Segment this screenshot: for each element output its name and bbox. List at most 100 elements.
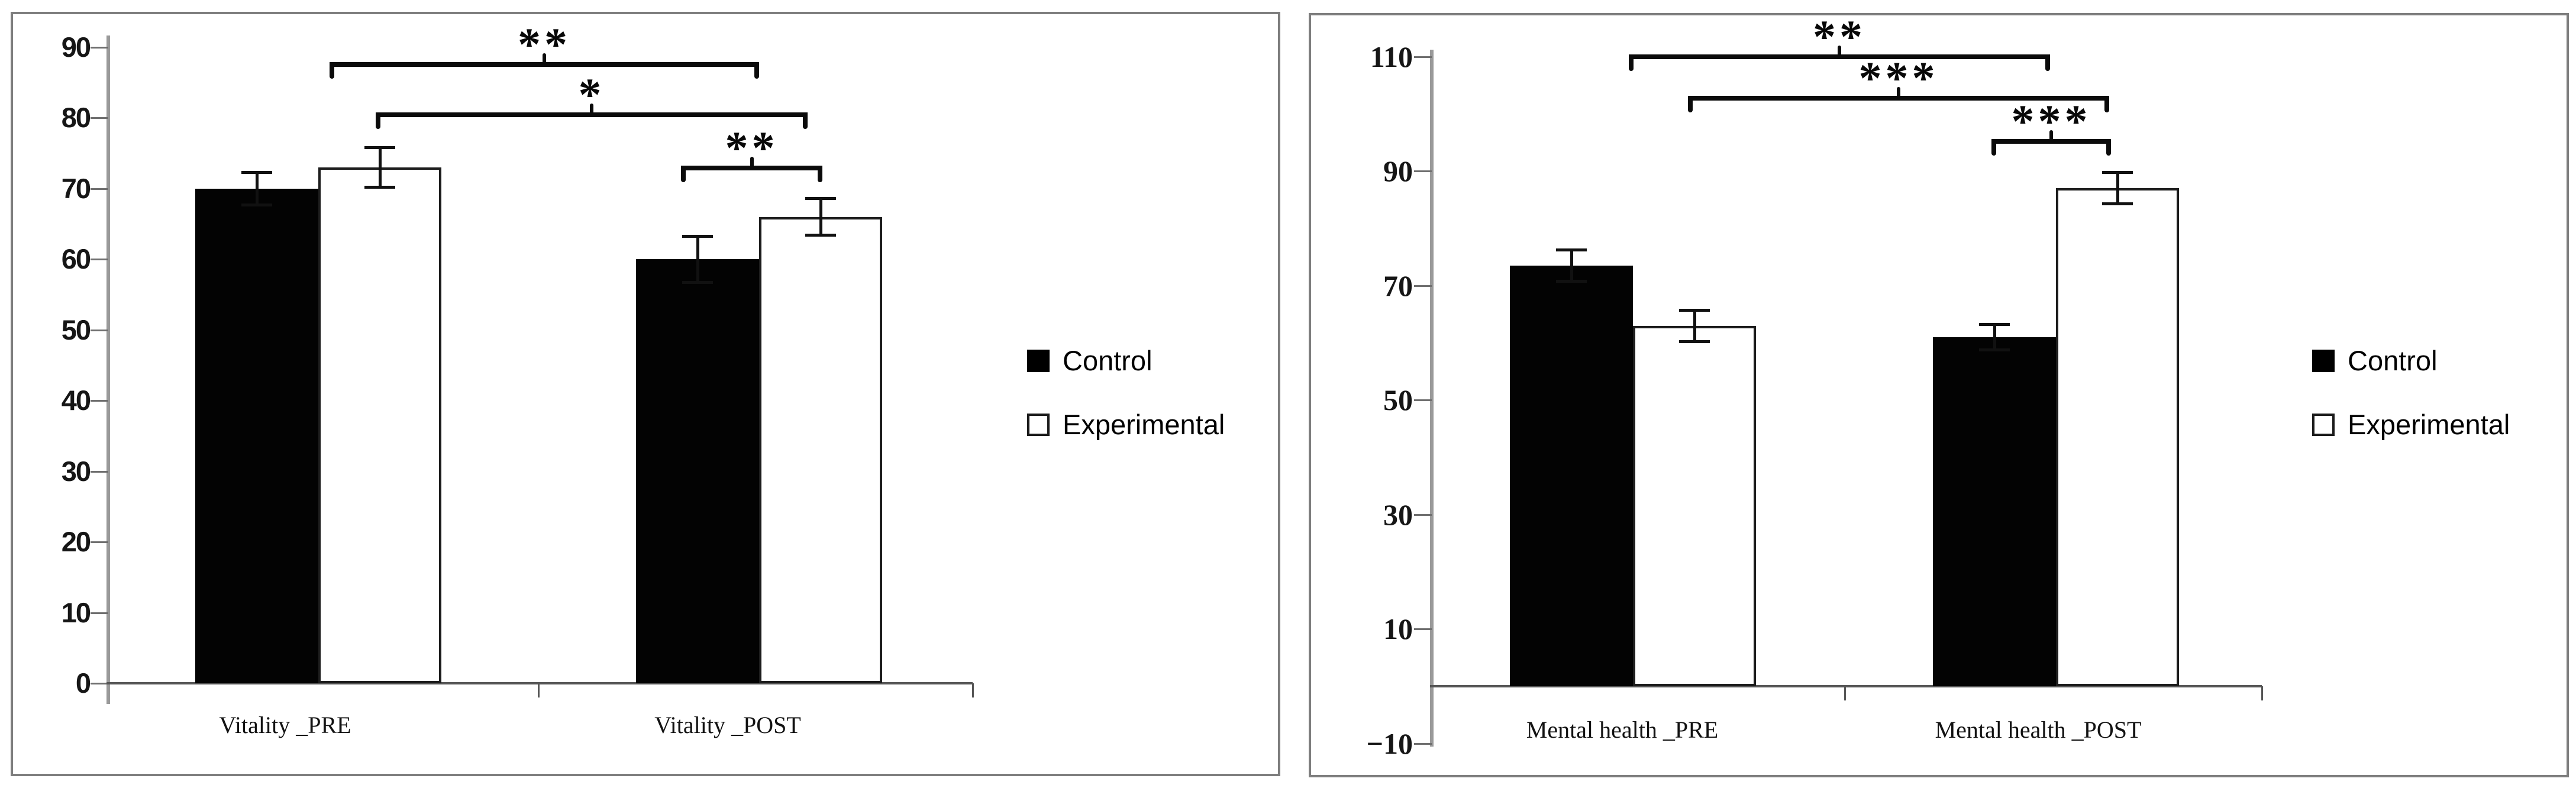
bracket-end-left <box>1991 139 1996 156</box>
error-bar-line <box>1693 308 1696 343</box>
error-bar-cap-bottom <box>241 203 272 206</box>
error-bar-cap-bottom <box>2102 202 2133 206</box>
vitality-y-tick-20 <box>91 541 108 544</box>
error-bar-cap-top <box>1979 322 2010 326</box>
mental-health-y-axis-line <box>1430 50 1434 747</box>
error-bar-line <box>696 234 699 285</box>
mental-health-significance-label-1: *** <box>1858 52 1939 104</box>
error-bar-cap-top <box>805 197 836 201</box>
vitality-bar-experimental-vitality-pre-error-bar <box>364 146 395 189</box>
vitality-y-tick-label-10: 10 <box>61 596 91 628</box>
vitality-bar-control-vitality-post <box>636 259 759 683</box>
mental-health-y-tick-110 <box>1414 56 1432 58</box>
bracket-nub <box>1838 46 1841 56</box>
mental-health-y-tick-label-30: 30 <box>1383 498 1413 531</box>
error-bar-cap-top <box>1556 248 1587 252</box>
error-bar-line <box>1570 248 1573 283</box>
vitality-y-tick-label-60: 60 <box>61 243 91 275</box>
mental-health-x-axis-tick-1 <box>2261 686 2263 700</box>
vitality-bar-control-vitality-pre <box>195 188 318 683</box>
mental-health-x-axis-tick-0 <box>1844 686 1846 700</box>
mental-health-y-tick-50 <box>1414 399 1432 402</box>
mental-health-significance-label-2: *** <box>2011 95 2091 147</box>
vitality-y-axis-line <box>106 35 110 704</box>
mental-health-y-tick-label-10: 10 <box>1383 612 1413 646</box>
mental-health-legend-label-control: Control <box>2348 345 2438 376</box>
vitality-bar-control-vitality-pre-error-bar <box>241 171 272 206</box>
error-bar-cap-top <box>682 234 713 238</box>
error-bar-line <box>255 171 259 206</box>
vitality-bar-experimental-vitality-post-error-bar <box>805 197 836 237</box>
mental-health-y-tick-label-50: 50 <box>1383 383 1413 417</box>
mental-health-y-tick-90 <box>1414 170 1432 173</box>
mental-health-significance-label-0: ** <box>1813 11 1866 62</box>
vitality-x-axis-tick-1 <box>972 683 974 697</box>
error-bar-line <box>2116 171 2119 206</box>
vitality-category-label-vitality-pre: Vitality _PRE <box>219 712 351 738</box>
mental-health-category-label-mental-health-pre: Mental health _PRE <box>1526 716 1719 743</box>
vitality-significance-bracket-0 <box>330 53 759 82</box>
vitality-legend-swatch-control <box>1027 350 1050 372</box>
vitality-bar-experimental-vitality-pre <box>318 167 441 683</box>
vitality-y-tick-40 <box>91 400 108 402</box>
bracket-bar <box>1688 96 2109 101</box>
bracket-bar <box>1991 139 2111 144</box>
error-bar-cap-bottom <box>1556 280 1587 283</box>
bracket-nub <box>1897 87 1900 97</box>
vitality-y-tick-80 <box>91 117 108 120</box>
bracket-bar <box>376 112 808 117</box>
vitality-bar-experimental-vitality-post <box>759 217 882 683</box>
mental-health-legend-swatch-control <box>2312 350 2335 372</box>
bracket-end-left <box>330 62 334 79</box>
vitality-significance-label-1: * <box>578 69 605 120</box>
mental-health-x-axis-line <box>1430 685 2262 687</box>
bracket-nub <box>750 157 754 167</box>
error-bar-line <box>819 197 822 237</box>
vitality-y-tick-label-70: 70 <box>61 172 91 204</box>
vitality-y-tick-label-0: 0 <box>75 667 91 699</box>
mental-health-significance-bracket-0 <box>1629 46 2050 75</box>
vitality-x-axis-tick-0 <box>538 683 540 697</box>
error-bar-cap-bottom <box>805 234 836 237</box>
mental-health-significance-bracket-1 <box>1688 87 2109 116</box>
vitality-significance-bracket-2 <box>681 157 822 186</box>
bracket-bar <box>1629 54 2050 59</box>
vitality-bar-control-vitality-post-error-bar <box>682 234 713 285</box>
mental-health-y-tick-label-90: 90 <box>1383 154 1413 188</box>
vitality-significance-label-2: ** <box>725 122 779 173</box>
mental-health-bar-experimental-mental-health-post-error-bar <box>2102 171 2133 206</box>
vitality-y-tick-label-40: 40 <box>61 385 91 416</box>
bracket-end-right <box>803 112 808 129</box>
mental-health-bar-experimental-mental-health-post <box>2056 188 2179 686</box>
mental-health-bar-control-mental-health-post-error-bar <box>1979 322 2010 352</box>
error-bar-cap-bottom <box>1679 340 1710 343</box>
bracket-bar <box>330 62 759 67</box>
error-bar-cap-bottom <box>1979 348 2010 352</box>
vitality-y-tick-60 <box>91 259 108 261</box>
error-bar-cap-top <box>241 171 272 175</box>
mental-health-y-tick-70 <box>1414 285 1432 287</box>
bracket-end-right <box>818 166 822 182</box>
mental-health-bar-control-mental-health-pre-error-bar <box>1556 248 1587 283</box>
error-bar-cap-top <box>2102 171 2133 175</box>
mental-health-bar-experimental-mental-health-pre <box>1633 325 1756 686</box>
mental-health-bar-control-mental-health-post <box>1933 337 2056 686</box>
vitality-legend-label-control: Control <box>1063 345 1153 376</box>
mental-health-y-tick-label-110: 110 <box>1370 40 1413 73</box>
vitality-y-tick-label-20: 20 <box>61 526 91 558</box>
bracket-nub <box>590 104 593 114</box>
mental-health-bar-control-mental-health-pre <box>1510 266 1633 686</box>
mental-health-y-tick-30 <box>1414 514 1432 516</box>
vitality-y-tick-label-50: 50 <box>61 314 91 345</box>
vitality-significance-label-0: ** <box>518 18 571 70</box>
mental-health-legend-swatch-experimental <box>2312 414 2335 436</box>
vitality-y-tick-90 <box>91 47 108 49</box>
bracket-end-left <box>1629 54 1634 71</box>
mental-health-bar-experimental-mental-health-pre-error-bar <box>1679 308 1710 343</box>
vitality-y-tick-30 <box>91 470 108 473</box>
error-bar-cap-bottom <box>364 185 395 189</box>
error-bar-line <box>378 146 382 189</box>
mental-health-legend-label-experimental: Experimental <box>2348 409 2510 440</box>
error-bar-cap-bottom <box>682 281 713 285</box>
